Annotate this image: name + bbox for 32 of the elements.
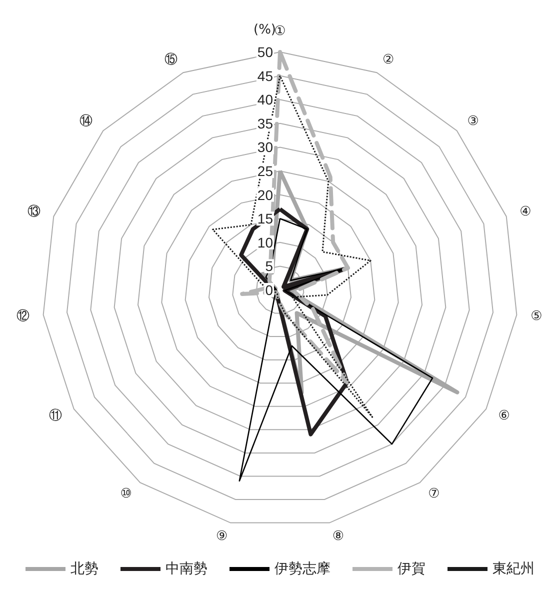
spoke-label: ② xyxy=(382,52,394,68)
spoke-label: ⑬ xyxy=(27,204,40,220)
y-tick-label: 25 xyxy=(257,163,274,179)
y-tick-label: 50 xyxy=(257,44,274,60)
spoke-label: ⑪ xyxy=(48,408,62,424)
spoke-label: ⑮ xyxy=(164,52,178,68)
legend-label: 東紀州 xyxy=(492,561,534,577)
y-tick-label: 30 xyxy=(257,139,274,156)
spoke-label: ① xyxy=(274,24,286,39)
y-tick-label: 15 xyxy=(257,210,274,227)
spoke-label: ⑥ xyxy=(498,408,510,424)
spoke-label: ⑩ xyxy=(120,486,132,502)
legend-label: 伊勢志摩 xyxy=(274,561,330,577)
legend-label: 中南勢 xyxy=(166,561,208,577)
y-tick-label: 40 xyxy=(257,92,274,108)
spoke-label: ⑤ xyxy=(530,308,542,324)
legend-label: 伊賀 xyxy=(398,561,426,577)
spoke-label: ⑨ xyxy=(216,528,228,544)
text: (%) xyxy=(254,22,276,38)
y-tick-label: 35 xyxy=(257,115,274,132)
spoke-label: ③ xyxy=(467,114,479,129)
y-tick-label: 45 xyxy=(257,68,274,84)
spoke-label: ⑫ xyxy=(16,308,30,324)
y-tick-label: 20 xyxy=(257,186,274,203)
y-tick-label: 10 xyxy=(257,234,274,250)
spoke-label: ⑭ xyxy=(80,114,93,129)
y-tick-label: 5 xyxy=(265,258,274,274)
spoke-label: ⑧ xyxy=(332,528,344,544)
spoke-label: ⑦ xyxy=(428,486,440,502)
legend-label: 北勢 xyxy=(70,561,98,577)
spoke-label: ④ xyxy=(520,204,532,220)
y-tick-label: 0 xyxy=(265,282,274,298)
